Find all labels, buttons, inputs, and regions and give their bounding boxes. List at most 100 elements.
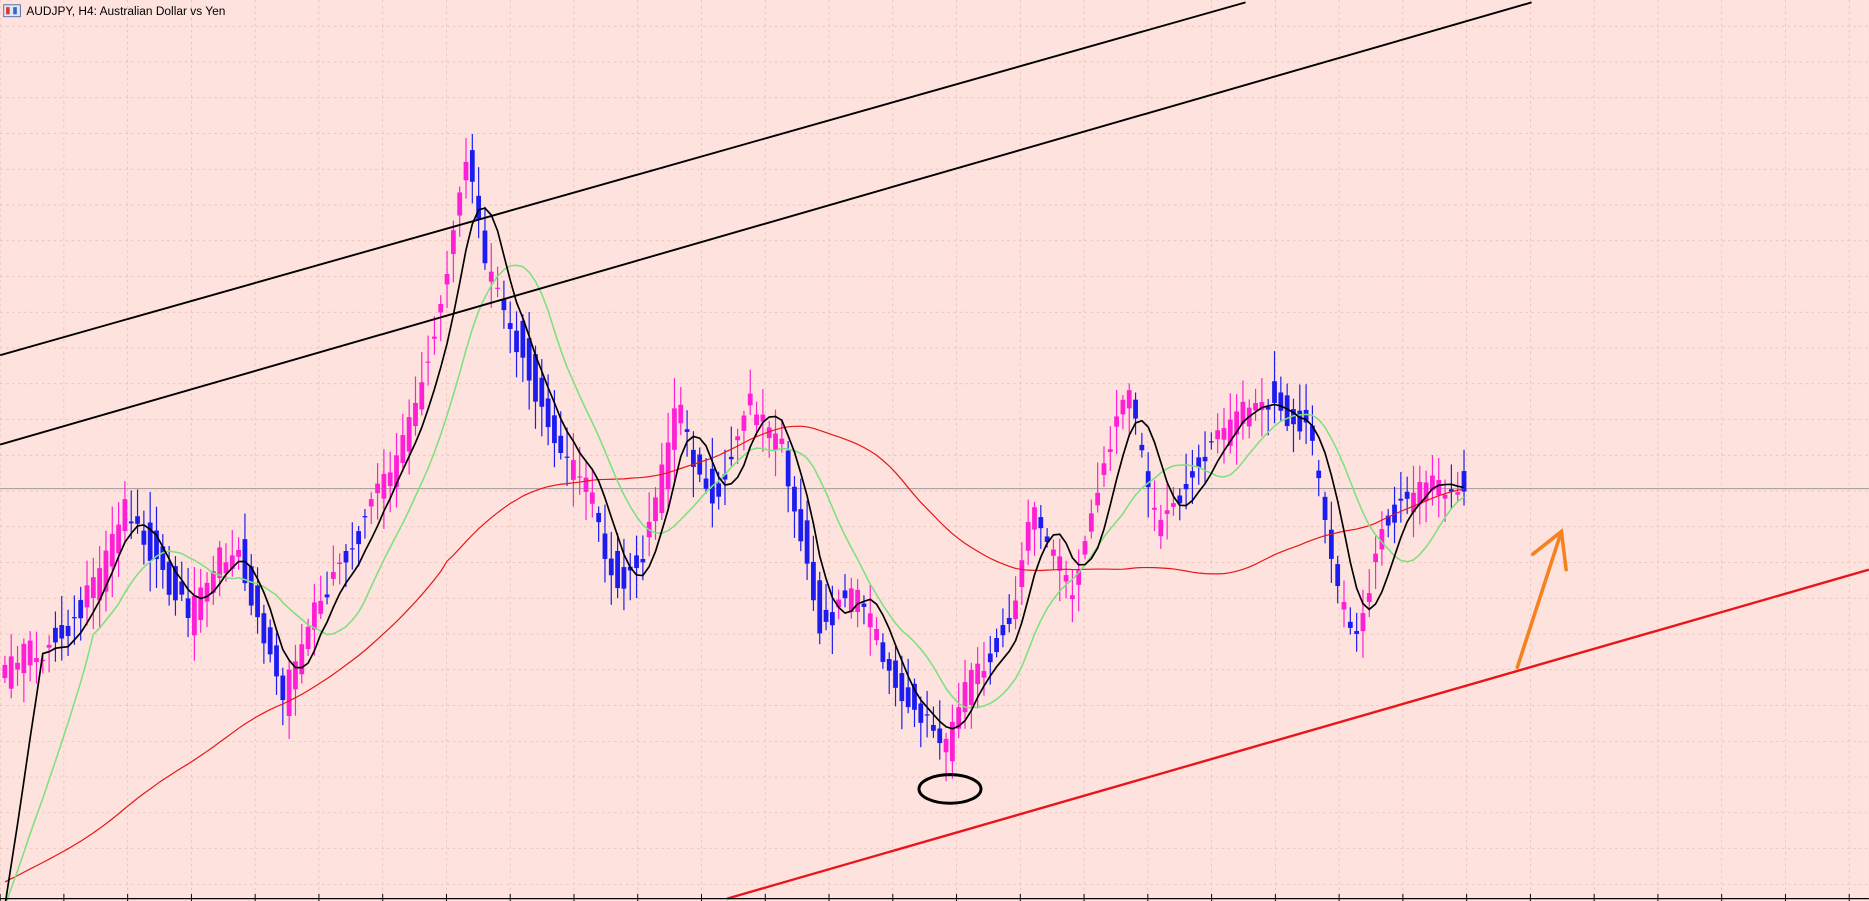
candle-body [1234,411,1240,435]
candle-body [798,509,804,542]
candle-body [1171,503,1176,507]
candle-body [444,273,450,285]
candle-body [1284,395,1290,427]
candle-body [1404,491,1410,499]
candle-body [425,361,431,363]
candle-body [1208,441,1214,443]
candle-body [1411,492,1416,513]
candle-body [217,547,223,579]
candle-body [1417,482,1423,505]
candle-body [1278,392,1284,411]
candle-body [343,551,349,563]
candle-body [27,640,33,666]
candle-body [21,643,27,674]
candle-body [160,546,166,570]
candle-body [975,663,981,685]
candle-body [899,673,905,702]
candle-body [1448,489,1454,492]
candle-body [116,524,121,554]
candle-body [539,377,545,407]
candle-body [949,721,955,762]
candle-body [773,433,778,451]
candle-body [842,590,848,599]
moving-average [5,264,1465,901]
candle-body [829,612,835,626]
candle-body [406,417,412,452]
candle-body [659,464,665,514]
candle-body [1019,560,1025,588]
candle-body [779,438,785,445]
candle-body [1139,444,1145,451]
candle-body [1221,428,1227,440]
chart-title: AUDJPY, H4: Australian Dollar vs Yen [26,4,225,18]
candle-body [760,414,766,422]
candle-body [918,703,924,723]
candle-body [754,414,759,426]
candle-body [722,474,728,480]
candle-body [84,585,90,608]
candle-body [274,645,279,677]
candle-body [962,682,968,713]
candle-body [349,548,355,550]
candle-body [1202,456,1208,462]
candle-body [198,587,204,620]
candle-body [394,455,399,488]
candle-body [65,625,71,636]
candle-body [1000,625,1006,636]
candle-body [912,683,917,710]
candle-body [691,449,696,467]
candle-body [280,675,286,701]
candle-body [1240,401,1246,424]
candle-body [1076,570,1082,585]
candle-body [1152,507,1157,510]
candle-body [665,442,671,490]
candle-body [558,435,564,454]
candle-body [741,415,747,431]
candle-body [1272,381,1277,403]
candle-body [672,408,677,450]
candle-body [1291,409,1296,425]
candle-body [716,483,722,497]
candle-body [1114,416,1119,427]
candle-body [476,195,482,219]
candle-body [1082,541,1088,555]
candle-body [981,671,987,678]
candle-body [552,415,557,444]
candle-body [1120,399,1126,415]
candle-body [956,707,962,729]
candle-body [1183,483,1189,490]
candle-body [356,531,362,545]
candle-body [192,595,197,636]
candle-body [1328,529,1334,559]
moving-average [4,425,1465,883]
candle-body [968,669,974,705]
candle-body [173,566,178,601]
candle-body [994,637,999,653]
candle-body [848,588,854,613]
candle-body [1455,492,1461,495]
candle-body [785,450,791,487]
candle-body [924,714,930,716]
candle-body [469,150,475,182]
candle-body [627,566,633,571]
candle-body [1360,613,1366,632]
candle-body [1088,513,1094,532]
candle-body [128,521,134,524]
candle-body [1107,449,1113,453]
candle-body [15,662,20,670]
candle-body [867,613,873,628]
candle-body [1430,475,1435,491]
candle-body [577,476,583,478]
candle-body [387,472,393,487]
candle-body [880,642,886,662]
candle-body [1101,463,1107,476]
candle-body [1373,553,1378,563]
candle-body [937,728,943,744]
candle-body [608,558,614,576]
candle-body [318,600,324,614]
candle-body [1259,401,1265,411]
candle-body [678,404,684,424]
candle-body [419,382,425,410]
candle-body [438,304,444,313]
candle-body [526,338,532,381]
